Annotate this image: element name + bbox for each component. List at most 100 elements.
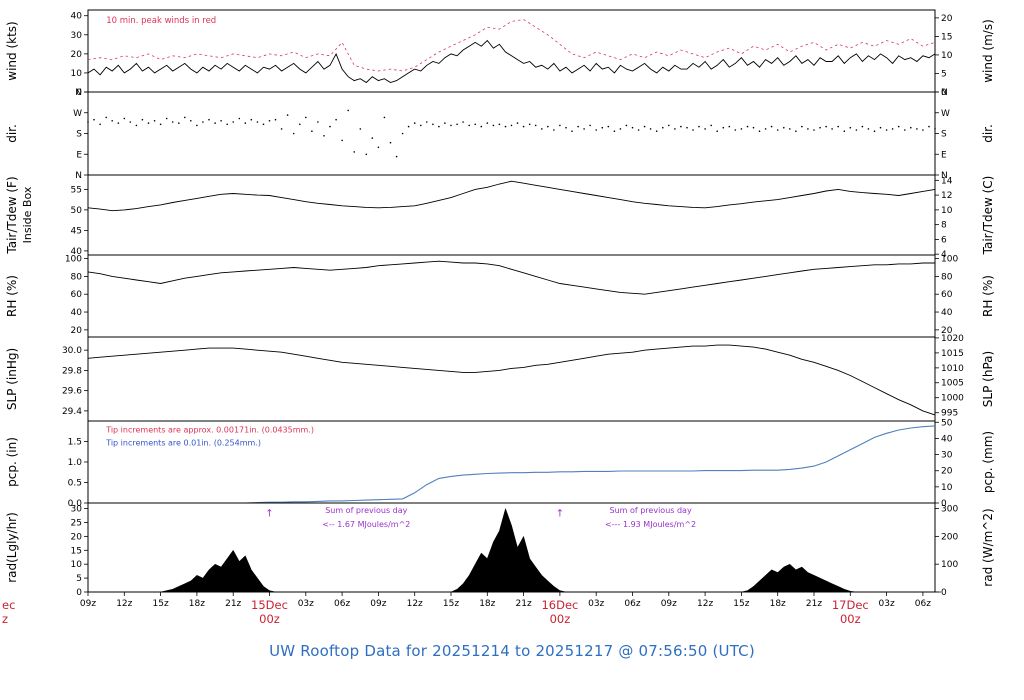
wind-direction-dot: [184, 116, 186, 119]
pcp-ytick-right: 40: [941, 434, 953, 444]
wind-direction-dot: [879, 126, 882, 129]
wind-left-axis-label: wind (kts): [5, 21, 19, 80]
wind-direction-dot: [910, 126, 912, 129]
dir-ytick-right: N: [941, 171, 948, 181]
wind-direction-dot: [444, 122, 446, 124]
xtick-date-hour: 00z: [840, 612, 861, 626]
xtick-date: 16Dec: [541, 598, 578, 612]
wind-direction-dot: [819, 126, 821, 129]
wind-direction-dot: [589, 124, 591, 127]
day1-sum-value: <-- 1.67 MJoules/m^2: [322, 520, 410, 529]
xtick: 21z: [516, 599, 532, 609]
wind-direction-dot: [643, 125, 646, 128]
pcp-ytick-right: 0: [941, 499, 947, 509]
wind-direction-dot: [704, 128, 706, 130]
wind-direction-dot: [861, 125, 864, 128]
wind-direction-dot: [571, 130, 573, 132]
wind-direction-dot: [262, 123, 265, 126]
rh-right-axis-label: RH (%): [981, 275, 995, 317]
wind-peak-series: [87, 19, 936, 72]
wind-direction-dot: [377, 146, 380, 149]
panel-wind: 0 10 20 30 40 0 5 10 15 20 wind (kts) wind (m/s) 10 …: [5, 9, 995, 98]
wind-direction-dot: [904, 129, 906, 131]
wind-direction-dot: [286, 114, 289, 116]
wind-direction-dot: [668, 124, 670, 127]
rh-ytick-left: 60: [71, 290, 83, 300]
wind-direction-dot: [849, 126, 852, 129]
tair-ytick-right: 6: [941, 235, 947, 245]
rh-ytick-right: 40: [941, 308, 953, 318]
wind-direction-dot: [135, 124, 138, 127]
tair-ytick-right: 4: [941, 250, 947, 260]
wind-direction-dot: [631, 126, 634, 129]
wind-direction-dot: [541, 128, 543, 130]
wind-direction-dot: [117, 122, 120, 124]
wind-direction-dot: [365, 153, 368, 156]
rad-ytick-left: 15: [71, 546, 82, 556]
wind-direction-dot: [783, 126, 785, 129]
dir-ytick-right: S: [941, 130, 947, 140]
wind-direction-dot: [347, 109, 350, 112]
wind-direction-dot: [813, 129, 815, 131]
wind-direction-dot: [305, 116, 307, 119]
xtick: 06z: [334, 599, 350, 609]
tair-ytick-right: 10: [941, 206, 953, 216]
wind-ytick-left: 40: [71, 12, 83, 22]
xtick: 12z: [407, 599, 423, 609]
tair-ytick-left: 55: [71, 185, 82, 195]
wind-direction-dot: [698, 125, 700, 128]
wind-direction-dot: [789, 128, 791, 130]
wind-direction-dot: [474, 123, 477, 126]
wind-direction-dot: [764, 128, 767, 130]
rad-ytick-left: 20: [71, 532, 83, 542]
xtick: 15z: [733, 599, 749, 609]
wind-direction-dot: [196, 124, 198, 127]
dir-ytick-left: N: [75, 171, 82, 181]
wind-ytick-left: 30: [71, 31, 83, 41]
wind-direction-dot: [123, 117, 126, 120]
wind-direction-dot: [504, 125, 507, 128]
wind-direction-dot: [420, 124, 422, 127]
wind-ytick-right: 15: [941, 32, 952, 42]
tair-ytick-right: 14: [941, 176, 953, 186]
wind-direction-dot: [129, 121, 132, 123]
wind-direction-dot: [171, 121, 174, 123]
wind-direction-dot: [867, 128, 870, 130]
wind-direction-dot: [299, 123, 301, 126]
wind-ytick-left: 0: [76, 88, 82, 98]
wind-direction-dot: [178, 122, 180, 124]
rh-ytick-left: 40: [71, 308, 83, 318]
xtick: 18z: [189, 599, 205, 609]
panel-tair: 40 45 50 55 4 6 8 10 12 14 Tair/Tdew (F) Inside Box…: [5, 174, 995, 260]
panel-slp: 29.4 29.6 29.8 30.0 995 1000 1005 1010 1015 1020 S…: [5, 334, 995, 422]
rad-ytick-right: 0: [941, 588, 947, 598]
wind-direction-dot: [752, 126, 755, 129]
wind-direction-dot: [825, 125, 827, 128]
rad-ytick-right: 300: [941, 505, 958, 515]
wind-direction-dot: [468, 124, 471, 127]
wind-direction-dot: [613, 130, 616, 132]
wind-direction-dot: [335, 118, 337, 121]
wind-direction-dot: [534, 124, 537, 127]
wind-direction-dot: [734, 129, 737, 131]
wind-direction-dot: [891, 128, 894, 130]
xtick: 18z: [770, 599, 786, 609]
wind-direction-dot: [438, 125, 440, 128]
tair-ytick-right: 12: [941, 191, 952, 201]
pcp-ytick-right: 30: [941, 451, 953, 461]
wind-ytick-right: 0: [941, 88, 947, 98]
pcp-ytick-left: 1.0: [68, 458, 83, 468]
wind-direction-dot: [353, 151, 356, 153]
wind-direction-dot: [329, 125, 331, 128]
wind-direction-dot: [680, 125, 682, 128]
dir-ytick-left: N: [75, 88, 82, 98]
wind-direction-dot: [934, 128, 936, 130]
wind-direction-dot: [93, 118, 95, 121]
wind-direction-dot: [601, 126, 604, 129]
rad-ytick-left: 10: [71, 560, 83, 570]
wind-direction-dot: [801, 125, 803, 128]
pcp-left-axis-label: pcp. (in): [5, 437, 19, 487]
rh-ytick-right: 20: [941, 326, 953, 336]
